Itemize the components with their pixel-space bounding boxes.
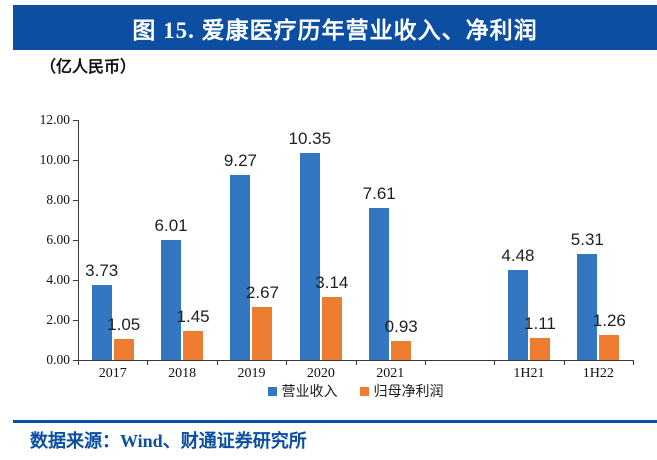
y-axis-tick-label: 0.00 [46, 352, 70, 367]
data-label: 0.93 [384, 317, 418, 337]
bar-营业收入: 9.27 [224, 151, 257, 360]
x-axis-tick [286, 360, 288, 365]
x-axis-tick-label: 2019 [237, 366, 266, 381]
data-label: 4.48 [501, 246, 535, 266]
y-axis-tick-label: 4.00 [46, 272, 70, 287]
category-slot: 9.27 2.67 [217, 120, 286, 360]
bar-营业收入: 5.31 [571, 230, 604, 360]
x-axis-tick-label: 1H22 [582, 366, 614, 381]
x-axis-tick [78, 360, 79, 365]
y-axis-tick-label: 6.00 [46, 232, 70, 247]
y-axis-tick [73, 360, 78, 361]
category-slot: 6.01 1.45 [147, 120, 216, 360]
x-axis-tick [633, 360, 634, 365]
data-label: 1.05 [107, 315, 141, 334]
legend-item: 营业收入 [267, 381, 338, 401]
x-axis-tick [424, 360, 426, 365]
x-axis-tick [494, 360, 496, 365]
y-axis-tick [73, 240, 78, 241]
data-label: 7.61 [362, 183, 396, 203]
legend-swatch [359, 386, 369, 396]
y-axis-tick [73, 120, 78, 121]
data-label: 1.11 [524, 313, 556, 333]
category-slot: 10.35 3.14 [286, 120, 355, 360]
data-label: 1.45 [176, 307, 210, 326]
bar-归母净利润: 1.26 [593, 311, 626, 360]
y-axis-tick [73, 200, 78, 201]
bar-归母净利润: 1.45 [177, 307, 210, 360]
x-axis-tick-label: 2020 [306, 366, 335, 381]
y-axis-tick [73, 320, 78, 321]
y-axis-tick-label: 12.00 [39, 112, 70, 127]
x-axis-tick [355, 360, 357, 365]
data-label: 9.27 [223, 150, 257, 170]
data-label: 1.26 [592, 310, 626, 330]
legend-label: 归母净利润 [373, 383, 444, 399]
y-axis-tick-label: 10.00 [39, 152, 70, 167]
bar-归母净利润: 1.11 [524, 314, 556, 360]
figure-title-bar: 图 15. 爱康医疗历年营业收入、净利润 [13, 5, 657, 50]
data-label: 3.73 [85, 261, 119, 281]
x-axis-tick [563, 360, 565, 365]
y-axis-tick [73, 160, 78, 161]
category-slot: 4.48 1.11 [494, 120, 563, 360]
data-label: 5.31 [570, 229, 604, 249]
figure-title: 图 15. 爱康医疗历年营业收入、净利润 [132, 17, 538, 43]
data-label: 6.01 [154, 215, 188, 235]
bar-归母净利润: 0.93 [385, 317, 418, 360]
y-axis-tick [73, 280, 78, 281]
data-source: 数据来源：Wind、财通证券研究所 [30, 431, 307, 451]
x-axis-tick-label: 2018 [168, 366, 197, 381]
y-axis-tick-label: 8.00 [46, 192, 70, 207]
y-axis-tick-label: 2.00 [46, 312, 70, 327]
x-axis-tick [216, 360, 218, 365]
x-axis-tick [147, 360, 149, 365]
x-axis-tick-label: 2017 [98, 366, 127, 381]
data-label: 3.14 [315, 273, 349, 293]
axis-unit-label: （亿人民币） [40, 59, 137, 76]
legend-label: 营业收入 [281, 383, 338, 399]
bar-归母净利润: 3.14 [315, 273, 348, 360]
category-slot: 5.31 1.26 [564, 120, 633, 360]
category-slot [425, 120, 494, 360]
bar-归母净利润: 1.05 [107, 315, 140, 360]
data-label: 2.67 [245, 282, 279, 302]
bar-营业收入: 6.01 [155, 216, 188, 360]
bar-归母净利润: 2.67 [246, 283, 279, 360]
category-slot: 3.73 1.05 [78, 120, 147, 360]
bar-营业收入: 10.35 [289, 129, 331, 360]
x-axis-tick-label: 2021 [376, 366, 405, 381]
category-slot: 7.61 0.93 [356, 120, 425, 360]
chart-legend: 营业收入 归母净利润 [78, 381, 633, 401]
legend-item: 归母净利润 [359, 381, 444, 401]
x-axis-tick-label: 1H21 [513, 366, 545, 381]
legend-swatch [267, 386, 277, 396]
data-label: 10.35 [288, 129, 332, 148]
bar-营业收入: 4.48 [501, 246, 534, 360]
footer-divider [13, 420, 657, 423]
bar-营业收入: 7.61 [363, 184, 396, 360]
bar-营业收入: 3.73 [85, 261, 118, 360]
